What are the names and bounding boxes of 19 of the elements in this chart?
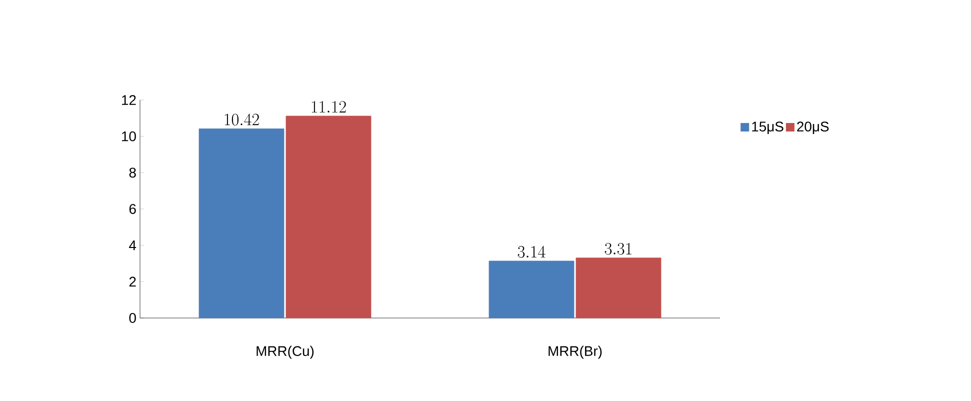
y-tick-label: 2: [129, 276, 136, 287]
legend-label: 20μS: [797, 122, 829, 134]
data-label: 3.31: [604, 242, 632, 255]
bar: [198, 128, 284, 318]
data-label: 10.42: [224, 114, 259, 126]
x-tick-label: MRR(Cu): [256, 346, 314, 359]
legend-label: 15μS: [752, 122, 784, 134]
y-tick-label: 4: [129, 240, 136, 250]
y-tick-label: 0: [129, 313, 136, 323]
x-tick-label: MRR(Br): [548, 346, 602, 359]
y-tick-label: 10: [122, 131, 136, 142]
y-tick-label: 6: [129, 204, 136, 214]
bar: [286, 116, 372, 318]
bar: [488, 260, 574, 318]
data-label: 3. 14: [518, 246, 546, 258]
y-tick-label: 8: [129, 168, 136, 178]
bar: [576, 258, 662, 318]
y-tick-label: 12: [122, 95, 136, 105]
data-label: 11 . 12: [312, 101, 346, 112]
